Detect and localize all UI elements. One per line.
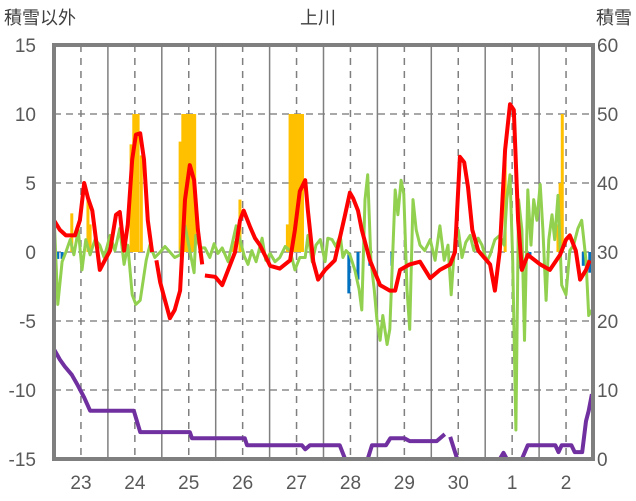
right-tick-label: 30 bbox=[597, 243, 618, 264]
right-tick-label: 20 bbox=[597, 312, 618, 333]
orange-bar bbox=[293, 114, 297, 252]
x-tick-label: 24 bbox=[124, 473, 146, 494]
orange-bar bbox=[560, 114, 564, 252]
green-series-line bbox=[52, 173, 594, 432]
left-tick-label: 0 bbox=[25, 243, 36, 264]
chart-title: 上川 bbox=[300, 8, 336, 28]
x-tick-label: 1 bbox=[507, 473, 518, 494]
blue-bar bbox=[581, 252, 585, 266]
x-tick-label: 25 bbox=[178, 473, 199, 494]
orange-bar bbox=[136, 114, 140, 252]
orange-bar bbox=[183, 114, 187, 252]
right-tick-label: 40 bbox=[597, 174, 618, 195]
x-tick-label: 23 bbox=[70, 473, 91, 494]
left-tick-label: -10 bbox=[9, 381, 36, 402]
plot-frame bbox=[52, 43, 595, 461]
x-tick-label: 2 bbox=[561, 473, 572, 494]
series-lines bbox=[52, 102, 594, 461]
x-tick-label: 29 bbox=[394, 473, 415, 494]
right-tick-label: 50 bbox=[597, 105, 618, 126]
orange-bar bbox=[298, 114, 302, 252]
left-tick-label: 5 bbox=[25, 174, 36, 195]
right-axis-title: 積雪 bbox=[596, 8, 632, 28]
orange-bar bbox=[88, 224, 92, 252]
left-tick-label: -15 bbox=[9, 450, 36, 471]
right-tick-label: 0 bbox=[597, 450, 608, 471]
x-tick-label: 26 bbox=[232, 473, 253, 494]
x-tick-label: 28 bbox=[340, 473, 361, 494]
purple-snow-depth-line bbox=[52, 348, 594, 461]
left-tick-label: 10 bbox=[15, 105, 36, 126]
orange-bar bbox=[70, 213, 74, 252]
x-tick-label: 27 bbox=[286, 473, 307, 494]
orange-bar bbox=[178, 141, 182, 252]
orange-bar bbox=[134, 114, 138, 252]
orange-bar bbox=[139, 155, 143, 252]
blue-bar bbox=[56, 252, 60, 259]
left-tick-label: -5 bbox=[19, 312, 36, 333]
right-tick-label: 60 bbox=[597, 36, 618, 57]
orange-bar bbox=[181, 114, 185, 252]
orange-bar bbox=[296, 114, 300, 252]
blue-bar bbox=[60, 252, 64, 259]
orange-bar bbox=[285, 224, 289, 252]
blue-bar bbox=[347, 252, 351, 294]
orange-bar bbox=[86, 199, 90, 252]
red-series-line bbox=[52, 102, 592, 321]
blue-bar bbox=[356, 252, 360, 280]
left-tick-label: 15 bbox=[15, 36, 36, 57]
orange-bar bbox=[291, 114, 295, 252]
orange-bar bbox=[556, 224, 560, 252]
orange-bar bbox=[188, 114, 192, 252]
right-tick-label: 10 bbox=[597, 381, 618, 402]
orange-bar bbox=[288, 114, 292, 252]
left-axis-title: 積雪以外 bbox=[4, 8, 76, 28]
orange-bar bbox=[231, 240, 235, 252]
x-tick-label: 30 bbox=[448, 473, 469, 494]
orange-bar bbox=[132, 114, 136, 252]
